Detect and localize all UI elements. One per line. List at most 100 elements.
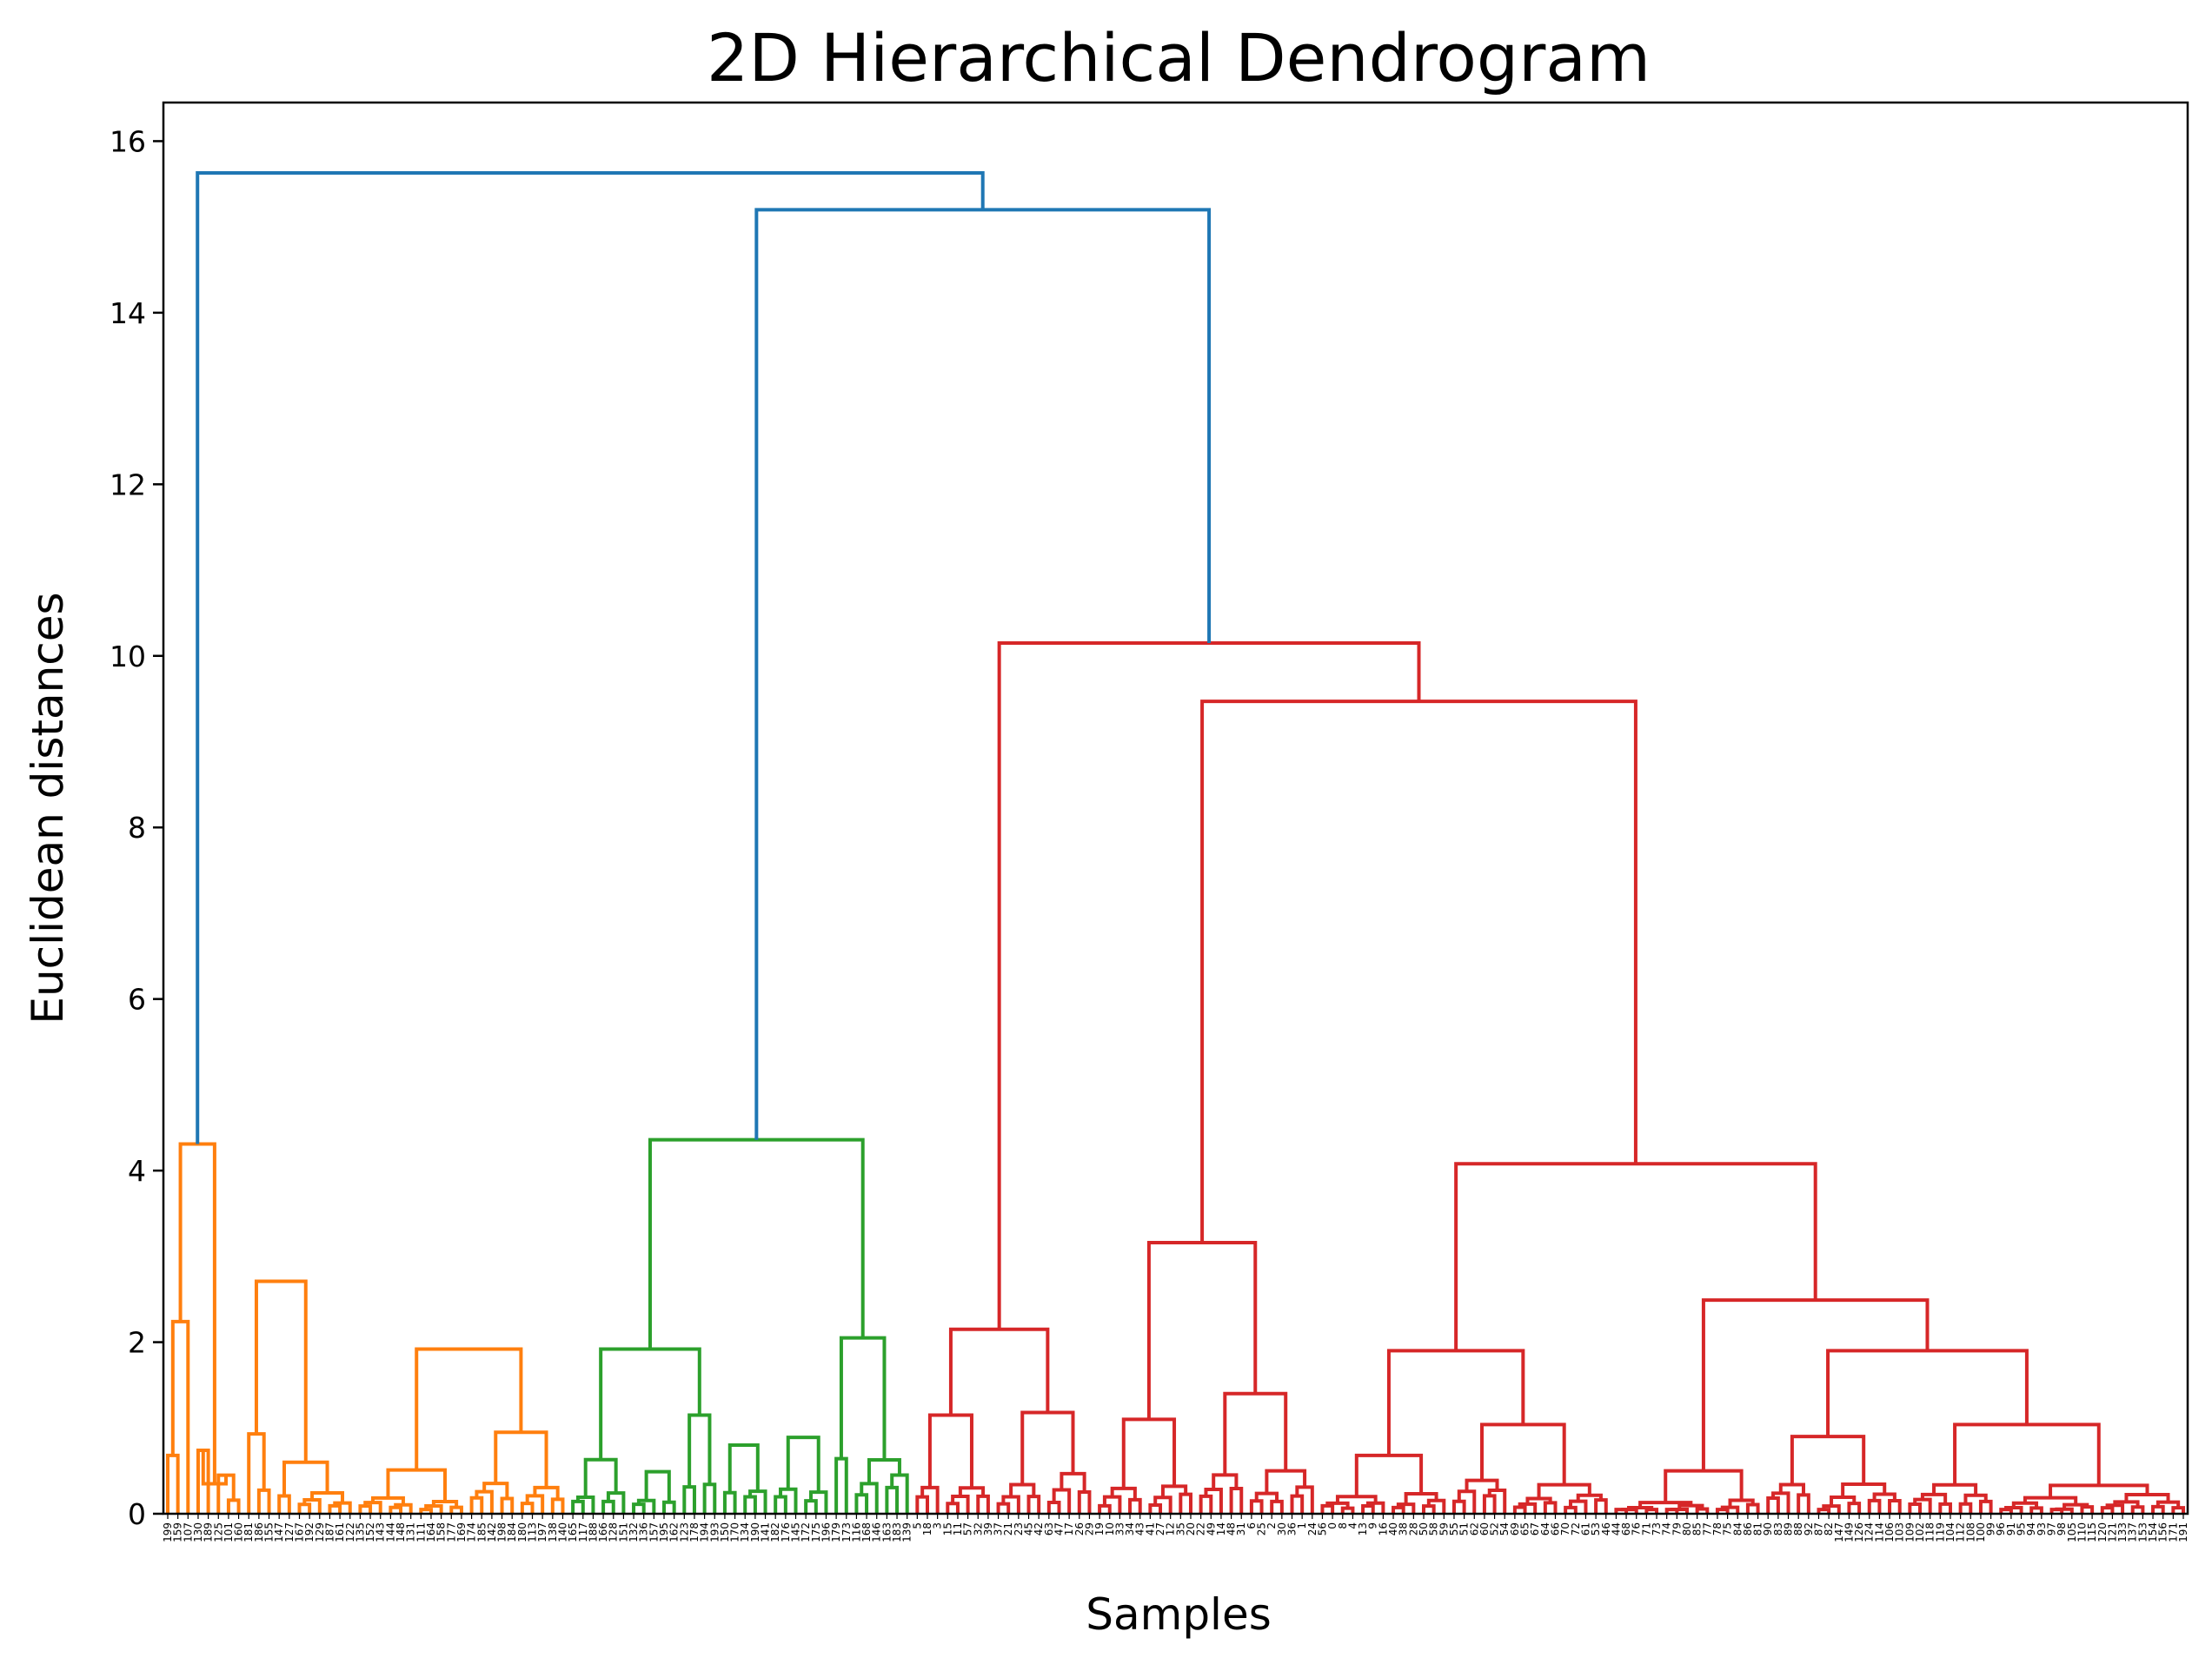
leaf-label-62: 145 bbox=[790, 1522, 802, 1542]
dendrogram-link-189 bbox=[1454, 1162, 1817, 1351]
leaf-label-102: 22 bbox=[1195, 1522, 1207, 1535]
dendrogram-link-3 bbox=[226, 1498, 241, 1514]
dendrogram-link-140 bbox=[1677, 1503, 1704, 1509]
dendrogram-link-94 bbox=[1204, 1487, 1223, 1514]
dendrogram-link-34 bbox=[533, 1485, 560, 1500]
leaf-label-178: 108 bbox=[1964, 1522, 1976, 1542]
dendrogram-link-58 bbox=[786, 1436, 820, 1493]
dendrogram-link-66 bbox=[648, 1137, 865, 1350]
leaf-label-165: 147 bbox=[1833, 1522, 1845, 1542]
leaf-label-193: 133 bbox=[2116, 1522, 2129, 1542]
leaf-label-192: 121 bbox=[2106, 1522, 2118, 1542]
leaf-label-160: 89 bbox=[1783, 1522, 1795, 1535]
dendrogram-link-132 bbox=[1386, 1349, 1525, 1456]
leaf-label-104: 14 bbox=[1215, 1522, 1227, 1535]
leaf-label-54: 193 bbox=[708, 1522, 721, 1542]
dendrogram-link-113 bbox=[1422, 1504, 1436, 1514]
leaf-label-11: 147 bbox=[273, 1522, 285, 1542]
leaf-label-158: 90 bbox=[1762, 1522, 1774, 1535]
leaf-label-166: 149 bbox=[1843, 1522, 1855, 1542]
leaf-label-147: 73 bbox=[1651, 1522, 1663, 1535]
leaf-label-107: 6 bbox=[1245, 1522, 1258, 1529]
leaf-label-55: 150 bbox=[719, 1522, 731, 1542]
leaf-label-80: 32 bbox=[972, 1522, 984, 1535]
leaf-label-96: 43 bbox=[1134, 1522, 1146, 1535]
dendrogram-link-23 bbox=[424, 1504, 443, 1514]
leaf-label-97: 41 bbox=[1144, 1522, 1156, 1535]
leaf-label-150: 80 bbox=[1681, 1522, 1693, 1535]
leaf-label-164: 82 bbox=[1823, 1522, 1835, 1535]
dendrogram-link-13 bbox=[333, 1501, 352, 1514]
dendrogram-link-32 bbox=[525, 1494, 545, 1514]
dendrogram-link-45 bbox=[644, 1469, 671, 1502]
dendrogram-link-174 bbox=[2080, 1505, 2095, 1514]
leaf-label-139: 72 bbox=[1570, 1522, 1582, 1535]
leaf-label-60: 182 bbox=[769, 1522, 781, 1542]
dendrogram-link-81 bbox=[1060, 1471, 1086, 1492]
dendrogram-link-28 bbox=[475, 1489, 494, 1514]
leaf-label-108: 25 bbox=[1256, 1522, 1268, 1535]
dendrogram-link-107 bbox=[1325, 1501, 1350, 1509]
dendrogram-link-33 bbox=[550, 1497, 565, 1514]
leaf-label-121: 40 bbox=[1387, 1522, 1399, 1535]
dendrogram-link-49 bbox=[599, 1347, 701, 1460]
leaf-label-52: 178 bbox=[688, 1522, 701, 1542]
leaf-label-10: 155 bbox=[263, 1522, 276, 1542]
dendrogram-link-95 bbox=[1229, 1486, 1244, 1514]
leaf-label-58: 190 bbox=[749, 1522, 761, 1542]
leaf-label-90: 26 bbox=[1073, 1522, 1086, 1535]
dendrogram-link-147 bbox=[1766, 1496, 1780, 1514]
leaf-label-138: 70 bbox=[1559, 1522, 1571, 1535]
dendrogram-link-56 bbox=[804, 1499, 818, 1514]
leaf-label-167: 126 bbox=[1853, 1522, 1865, 1542]
dendrogram-link-166 bbox=[1963, 1493, 1988, 1504]
leaf-label-173: 102 bbox=[1914, 1522, 1926, 1542]
dendrogram-link-176 bbox=[2023, 1496, 2078, 1505]
leaf-label-42: 188 bbox=[587, 1522, 599, 1542]
y-tick-label-7: 14 bbox=[110, 296, 146, 330]
leaf-label-128: 51 bbox=[1458, 1522, 1471, 1535]
dendrogram-link-155 bbox=[1867, 1498, 1882, 1514]
leaf-label-103: 49 bbox=[1205, 1522, 1217, 1535]
dendrogram-link-120 bbox=[1487, 1488, 1507, 1514]
y-axis-title: Euclidean distances bbox=[23, 592, 73, 1024]
dendrogram-link-29 bbox=[500, 1496, 515, 1514]
dendrogram-link-116 bbox=[1354, 1453, 1424, 1497]
dendrogram-link-53 bbox=[727, 1443, 760, 1493]
dendrogram-link-50 bbox=[722, 1490, 737, 1514]
leaf-label-145: 76 bbox=[1631, 1522, 1643, 1535]
dendrogram-link-165 bbox=[1978, 1499, 1993, 1514]
leaf-label-75: 18 bbox=[921, 1522, 933, 1535]
leaf-label-87: 63 bbox=[1043, 1522, 1055, 1535]
dendrogram-link-6 bbox=[178, 1142, 216, 1484]
leaf-label-194: 137 bbox=[2127, 1522, 2139, 1542]
dendrogram-link-136 bbox=[1626, 1506, 1654, 1510]
leaf-label-85: 45 bbox=[1023, 1522, 1035, 1535]
leaf-label-177: 112 bbox=[1955, 1522, 1967, 1542]
leaf-label-39: 140 bbox=[556, 1522, 568, 1542]
leaf-label-3: 130 bbox=[192, 1522, 204, 1542]
dendrogram-link-101 bbox=[1295, 1485, 1314, 1514]
dendrogram-link-146 bbox=[1664, 1469, 1744, 1503]
leaf-label-143: 44 bbox=[1610, 1522, 1622, 1535]
leaf-label-125: 58 bbox=[1428, 1522, 1440, 1535]
leaf-label-118: 13 bbox=[1357, 1522, 1369, 1535]
leaf-label-26: 164 bbox=[425, 1522, 437, 1542]
leaf-label-100: 35 bbox=[1174, 1522, 1186, 1535]
dendrogram-link-160 bbox=[1908, 1502, 1923, 1514]
dendrogram-link-27 bbox=[469, 1496, 484, 1514]
dendrogram-link-161 bbox=[1913, 1497, 1932, 1514]
dendrogram-link-16 bbox=[254, 1279, 308, 1462]
leaf-label-32: 142 bbox=[486, 1522, 498, 1542]
leaf-label-126: 59 bbox=[1438, 1522, 1450, 1535]
leaf-label-86: 42 bbox=[1033, 1522, 1045, 1535]
dendrogram-link-61 bbox=[860, 1482, 879, 1514]
leaf-label-5: 125 bbox=[212, 1522, 224, 1542]
leaf-label-161: 88 bbox=[1792, 1522, 1804, 1535]
leaf-label-183: 95 bbox=[2016, 1522, 2028, 1535]
leaf-label-134: 65 bbox=[1519, 1522, 1531, 1535]
leaf-label-152: 77 bbox=[1701, 1522, 1713, 1535]
y-tick-label-2: 4 bbox=[128, 1154, 146, 1188]
dendrogram-link-115 bbox=[1404, 1491, 1438, 1505]
